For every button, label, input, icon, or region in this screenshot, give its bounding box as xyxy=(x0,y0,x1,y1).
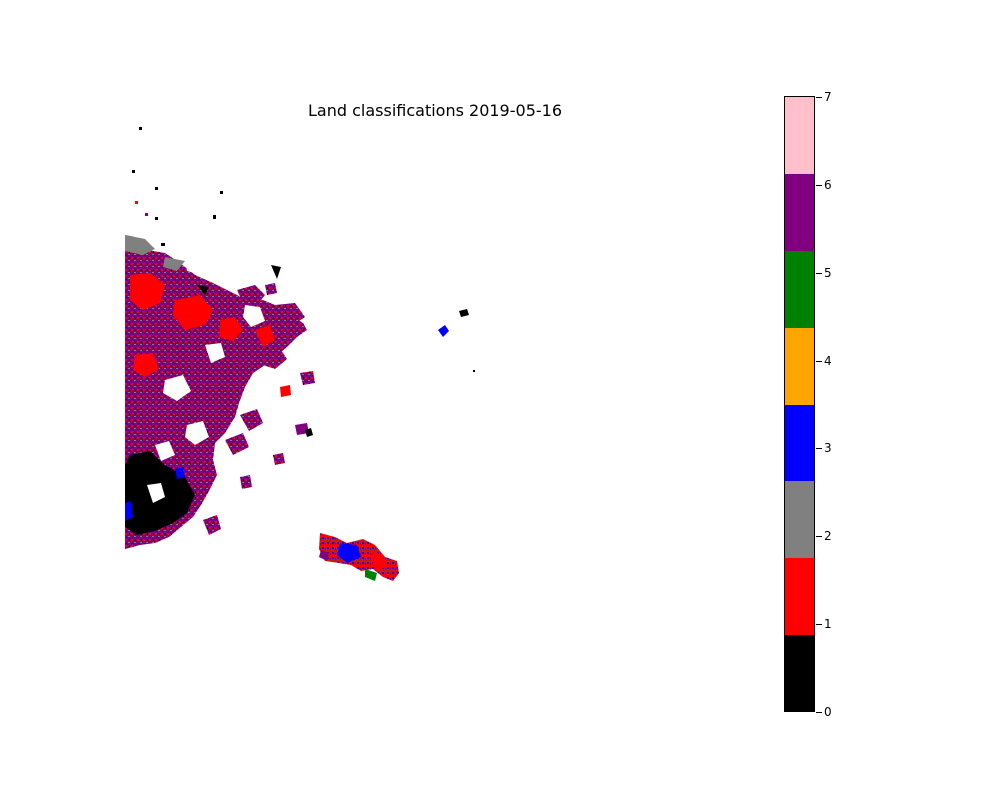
colorbar-tick xyxy=(816,448,822,450)
eastern-islet xyxy=(438,309,475,372)
colorbar-class-5 xyxy=(785,250,814,328)
colorbar-tick xyxy=(816,184,822,186)
colorbar-class-7 xyxy=(785,97,814,175)
colorbar-tick-label: 2 xyxy=(824,529,832,544)
colorbar-tick xyxy=(816,360,822,362)
colorbar-tick xyxy=(816,712,822,713)
colorbar-tick-label: 4 xyxy=(824,353,832,368)
colorbar xyxy=(784,96,815,712)
colorbar-tick-label: 3 xyxy=(824,441,832,456)
southern-island xyxy=(319,533,399,581)
colorbar-tick xyxy=(816,272,822,274)
colorbar-tick xyxy=(816,97,822,98)
colorbar-tick-label: 0 xyxy=(824,705,832,719)
mainland-region xyxy=(125,235,307,549)
colorbar-tick-label: 5 xyxy=(824,265,832,280)
coastal-islets xyxy=(197,265,315,535)
colorbar-class-4 xyxy=(785,327,814,405)
colorbar-tick xyxy=(816,624,822,626)
colorbar-tick xyxy=(816,536,822,538)
scattered-pixels xyxy=(132,127,223,246)
colorbar-class-1 xyxy=(785,557,814,635)
classification-map xyxy=(125,127,475,581)
colorbar-class-6 xyxy=(785,173,814,251)
colorbar-tick-label: 7 xyxy=(824,90,832,104)
map-title: Land classifications 2019-05-16 xyxy=(308,101,562,120)
colorbar-tick-label: 6 xyxy=(824,177,832,192)
colorbar-class-2 xyxy=(785,480,814,558)
colorbar-class-0 xyxy=(785,634,814,711)
colorbar-tick-label: 1 xyxy=(824,617,832,632)
colorbar-class-3 xyxy=(785,404,814,482)
